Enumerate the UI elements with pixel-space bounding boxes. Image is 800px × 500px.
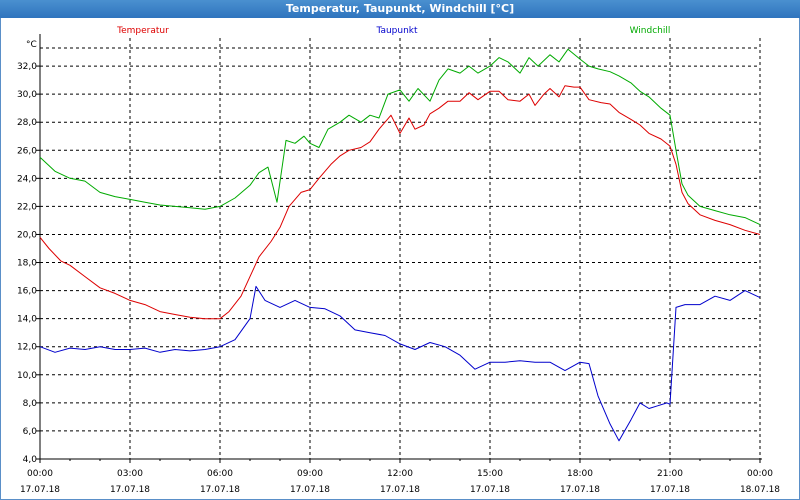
y-tick-label: 14,0 xyxy=(17,315,37,325)
y-tick-label: 4,0 xyxy=(23,455,38,465)
y-tick-label: 26,0 xyxy=(17,146,37,156)
x-tick-time-label: 00:00 xyxy=(27,469,53,479)
x-tick-date-label: 17.07.18 xyxy=(110,485,150,495)
x-tick-date-label: 17.07.18 xyxy=(470,485,510,495)
y-tick-label: 10,0 xyxy=(17,371,37,381)
x-tick-time-label: 21:00 xyxy=(657,469,683,479)
x-tick-time-label: 03:00 xyxy=(117,469,143,479)
y-tick-label: 22,0 xyxy=(17,202,37,212)
x-tick-time-label: 15:00 xyxy=(477,469,503,479)
legend-temperatur: Temperatur xyxy=(116,26,169,36)
y-tick-label: 12,0 xyxy=(17,343,37,353)
chart-title: Temperatur, Taupunkt, Windchill [°C] xyxy=(0,0,800,18)
x-tick-time-label: 06:00 xyxy=(207,469,233,479)
y-tick-label: 30,0 xyxy=(17,90,37,100)
x-tick-date-label: 17.07.18 xyxy=(380,485,420,495)
legend-windchill: Windchill xyxy=(630,26,671,36)
y-tick-label: 6,0 xyxy=(23,427,38,437)
x-tick-time-label: 18:00 xyxy=(567,469,593,479)
x-tick-date-label: 17.07.18 xyxy=(290,485,330,495)
y-tick-label: 32,0 xyxy=(17,62,37,72)
y-tick-label: 8,0 xyxy=(23,399,38,409)
x-tick-date-label: 17.07.18 xyxy=(650,485,690,495)
x-tick-date-label: 17.07.18 xyxy=(200,485,240,495)
y-tick-label: 28,0 xyxy=(17,118,37,128)
x-tick-time-label: 00:00 xyxy=(747,469,773,479)
series-line-temperatur xyxy=(39,85,761,320)
y-tick-label: 20,0 xyxy=(17,230,37,240)
x-tick-time-label: 09:00 xyxy=(297,469,323,479)
x-tick-date-label: 17.07.18 xyxy=(20,485,60,495)
y-tick-label: 16,0 xyxy=(17,287,37,297)
series-line-taupunkt xyxy=(39,285,761,442)
series-line-windchill xyxy=(39,48,761,226)
x-tick-time-label: 12:00 xyxy=(387,469,413,479)
y-tick-label: 18,0 xyxy=(17,259,37,269)
y-axis-unit-label: °C xyxy=(26,40,37,50)
x-tick-date-label: 18.07.18 xyxy=(740,485,780,495)
y-tick-label: 24,0 xyxy=(17,174,37,184)
x-tick-date-label: 17.07.18 xyxy=(560,485,600,495)
legend-taupunkt: Taupunkt xyxy=(375,26,418,36)
